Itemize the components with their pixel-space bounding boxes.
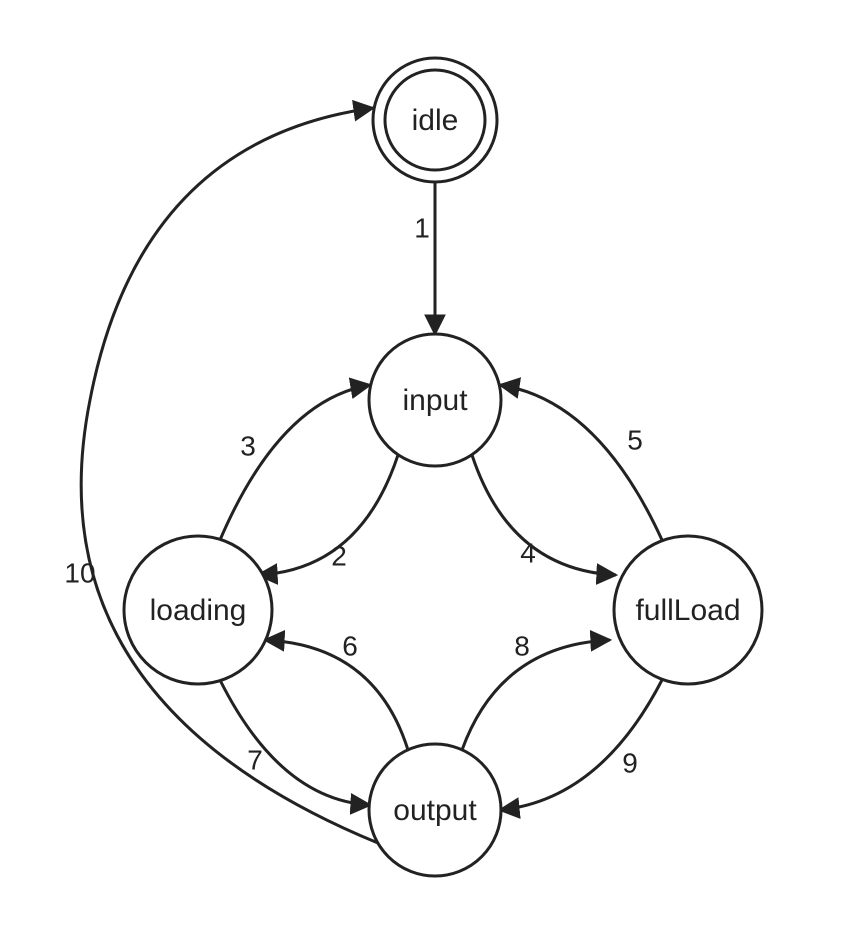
node-label-output: output	[393, 794, 477, 827]
node-label-fullLoad: fullLoad	[635, 594, 740, 627]
node-label-idle: idle	[412, 104, 459, 137]
edge-label-e6: 6	[342, 630, 358, 661]
node-input: input	[369, 334, 501, 466]
edge-label-e1: 1	[414, 212, 430, 243]
node-fullLoad: fullLoad	[614, 536, 762, 684]
node-label-loading: loading	[150, 594, 247, 627]
node-output: output	[369, 744, 501, 876]
edge-label-e5: 5	[627, 424, 643, 455]
edge-label-e9: 9	[622, 747, 638, 778]
edge-label-e2: 2	[331, 540, 347, 571]
node-label-input: input	[402, 384, 468, 417]
edge-label-e10: 10	[64, 557, 95, 588]
state-diagram: 1 2 3 4 5 6 7 8 9 10 idle input loading fullLoad outpu…	[0, 0, 854, 947]
node-idle: idle	[373, 58, 497, 182]
edge-label-e7: 7	[247, 744, 263, 775]
edge-label-e4: 4	[520, 537, 536, 568]
edge-label-e3: 3	[240, 430, 256, 461]
node-loading: loading	[124, 536, 272, 684]
edge-label-e8: 8	[514, 630, 530, 661]
